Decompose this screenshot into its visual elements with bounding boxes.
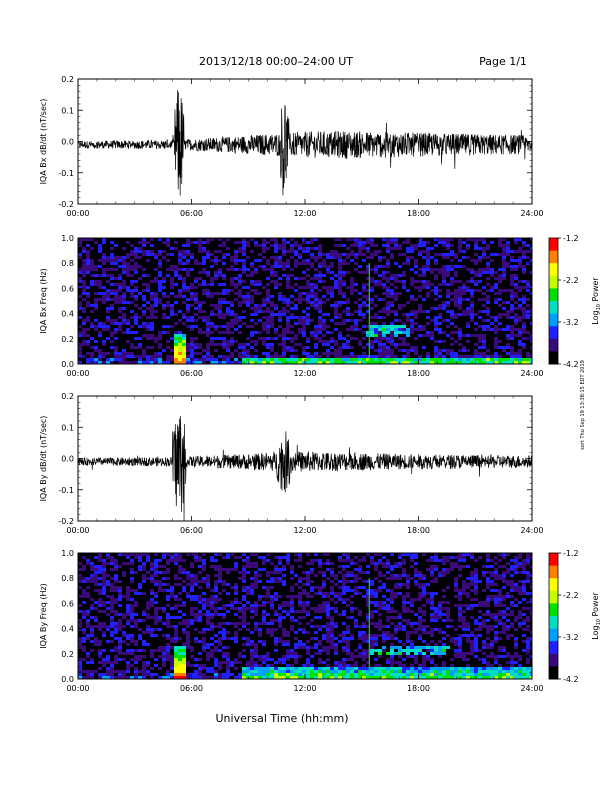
x-tick-label: 00:00	[66, 684, 89, 693]
x-tick-label: 24:00	[520, 684, 543, 693]
y-tick-label: 0.0	[61, 675, 74, 684]
y-tick-label: 0.0	[61, 138, 74, 147]
colorbar-segment	[549, 250, 558, 264]
x-tick-label: 24:00	[520, 369, 543, 378]
panel-2: -1.2 -2.2 -3.2 -4.2 Log10 Power 1.0 0.8 0.6 0.4 0…	[39, 234, 602, 378]
colorbar-segment	[549, 641, 558, 655]
spectrogram-cells	[78, 238, 532, 364]
x-tick-label: 24:00	[520, 209, 543, 218]
y-tick-label: 0.4	[61, 625, 74, 634]
signal-trace	[78, 90, 532, 196]
spectrogram-cells	[78, 553, 532, 679]
colorbar-tick-label: -1.2	[563, 234, 579, 243]
x-tick-label: 00:00	[66, 526, 89, 535]
x-tick-label: 18:00	[407, 209, 430, 218]
x-tick-label: 06:00	[180, 526, 203, 535]
colorbar-segment	[549, 351, 558, 365]
colorbar-segment	[549, 603, 558, 617]
y-axis-label: IQA Bx dB/dt (nT/sec)	[39, 99, 48, 185]
y-tick-label: 0.2	[61, 75, 74, 84]
panel-4: -1.2 -2.2 -3.2 -4.2 Log10 Power 1.0 0.8 0.6 0.4 0…	[39, 549, 602, 693]
colorbar-segment	[549, 616, 558, 630]
x-tick-label: 12:00	[293, 209, 316, 218]
x-tick-label: 18:00	[407, 684, 430, 693]
x-tick-label: 06:00	[180, 369, 203, 378]
y-tick-label: 0.0	[61, 360, 74, 369]
colorbar-tick-label: -1.2	[563, 549, 579, 558]
y-tick-label: 0.2	[61, 392, 74, 401]
x-tick-label: 06:00	[180, 209, 203, 218]
x-tick-label: 24:00	[520, 526, 543, 535]
page-number: Page 1/1	[479, 55, 527, 68]
y-tick-label: -0.2	[58, 517, 74, 526]
colorbar-segment	[549, 590, 558, 604]
colorbar-segment	[549, 338, 558, 352]
colorbar-segment	[549, 275, 558, 289]
page-title: 2013/12/18 00:00–24:00 UT	[199, 55, 353, 68]
colorbar-tick-label: -3.2	[563, 318, 579, 327]
x-axis-label: Universal Time (hh:mm)	[216, 712, 349, 725]
colorbar-tick-label: -4.2	[563, 675, 579, 684]
colorbar-tick-label: -4.2	[563, 360, 579, 369]
colorbar-segment	[549, 326, 558, 340]
colorbar-segment	[549, 666, 558, 680]
colorbar-segment	[549, 628, 558, 642]
panels: 0.2 0.1 0.0 -0.1 -0.2 IQA Bx dB/dt (nT/sec) 00…	[39, 75, 602, 693]
panel-1: 0.2 0.1 0.0 -0.1 -0.2 IQA Bx dB/dt (nT/sec) 00…	[39, 75, 544, 218]
y-tick-label: -0.1	[58, 486, 74, 495]
y-axis-label: IQA Bx Freq (Hz)	[39, 268, 48, 334]
colorbar-tick-label: -2.2	[563, 591, 579, 600]
y-tick-label: -0.2	[58, 200, 74, 209]
x-tick-label: 18:00	[407, 526, 430, 535]
x-tick-label: 00:00	[66, 209, 89, 218]
y-tick-label: 0.4	[61, 310, 74, 319]
colorbar-segment	[549, 578, 558, 592]
colorbar-tick-label: -3.2	[563, 633, 579, 642]
y-tick-label: 0.8	[61, 259, 74, 268]
y-tick-label: 1.0	[61, 549, 74, 558]
y-axis-label: IQA By dB/dt (nT/sec)	[39, 416, 48, 502]
y-tick-label: 0.2	[61, 335, 74, 344]
colorbar-label: Log10 Power	[591, 277, 602, 325]
x-tick-label: 00:00	[66, 369, 89, 378]
colorbar-segment	[549, 553, 558, 567]
colorbar: -1.2 -2.2 -3.2 -4.2 Log10 Power	[548, 234, 602, 369]
y-tick-label: 0.6	[61, 284, 74, 293]
colorbar-label: Log10 Power	[591, 592, 602, 640]
colorbar-segment	[549, 238, 558, 252]
panel-3: 0.2 0.1 0.0 -0.1 -0.2 IQA By dB/dt (nT/sec) 00…	[39, 392, 544, 535]
y-tick-label: 0.2	[61, 650, 74, 659]
y-tick-label: 0.1	[61, 423, 74, 432]
x-tick-label: 18:00	[407, 369, 430, 378]
y-tick-label: 0.0	[61, 455, 74, 464]
signal-trace	[78, 416, 532, 521]
y-tick-label: 0.8	[61, 574, 74, 583]
y-tick-label: 0.6	[61, 599, 74, 608]
timestamp-note: sort Thu Sep 19 13:38:15 EDT 2019	[580, 360, 586, 450]
colorbar-segment	[549, 653, 558, 667]
y-axis-label: IQA By Freq (Hz)	[39, 583, 48, 649]
colorbar-segment	[549, 565, 558, 579]
y-tick-label: 0.1	[61, 106, 74, 115]
x-tick-label: 12:00	[293, 684, 316, 693]
colorbar-segment	[549, 313, 558, 327]
x-tick-label: 06:00	[180, 684, 203, 693]
colorbar-segment	[549, 288, 558, 302]
x-tick-label: 12:00	[293, 526, 316, 535]
colorbar-tick-label: -2.2	[563, 276, 579, 285]
colorbar-segment	[549, 301, 558, 315]
colorbar: -1.2 -2.2 -3.2 -4.2 Log10 Power	[548, 549, 602, 684]
y-tick-label: -0.1	[58, 169, 74, 178]
x-tick-label: 12:00	[293, 369, 316, 378]
colorbar-segment	[549, 263, 558, 277]
y-tick-label: 1.0	[61, 234, 74, 243]
